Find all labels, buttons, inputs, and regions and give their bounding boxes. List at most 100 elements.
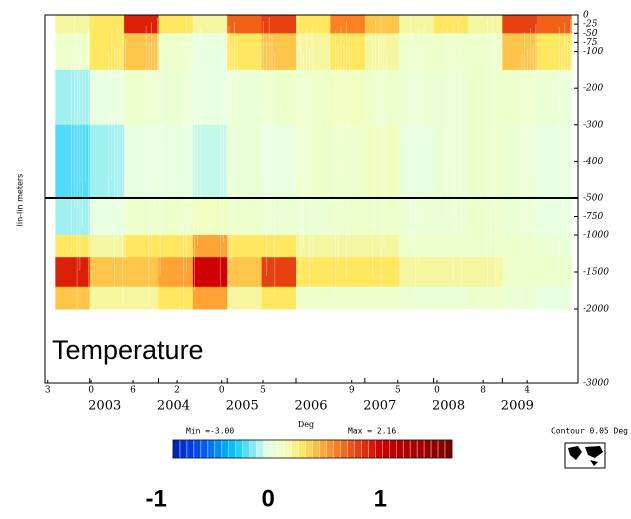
cell: [433, 33, 469, 71]
cell: [158, 235, 194, 258]
cell: [55, 15, 91, 34]
x-tick-label: 2004: [157, 399, 190, 414]
cell: [158, 15, 194, 34]
cell: [364, 124, 400, 199]
cell: [330, 69, 366, 126]
cell: [89, 198, 125, 236]
cell: [227, 257, 263, 288]
cell: [261, 69, 297, 126]
cell: [467, 33, 503, 71]
y-tick-label: -1500: [583, 268, 609, 278]
cell: [433, 198, 469, 236]
annotation-box: [45, 318, 265, 382]
cell: [192, 15, 228, 34]
x-minor-label: 0: [434, 386, 440, 396]
cell: [55, 33, 91, 71]
cell: [192, 235, 228, 258]
cell: [330, 257, 366, 288]
cell: [261, 15, 297, 34]
cell: [330, 33, 366, 71]
y-tick-label: -3000: [583, 379, 609, 389]
cell: [364, 257, 400, 288]
cell: [296, 124, 331, 199]
colorbar-swatch: [430, 439, 439, 459]
colorbar-swatch: [340, 439, 348, 459]
y-tick-label: 0: [583, 11, 589, 21]
y-tick-label: -500: [583, 194, 603, 204]
cell: [158, 198, 194, 236]
colorbar-swatch: [409, 439, 418, 459]
cell: [124, 124, 159, 199]
cell: [124, 33, 159, 71]
cell: [433, 286, 469, 310]
cell: [227, 198, 263, 236]
cell: [227, 15, 263, 34]
cell: [158, 69, 194, 126]
cell: [536, 235, 572, 258]
cell: [227, 124, 263, 199]
cell: [536, 286, 572, 310]
cell: [296, 235, 331, 258]
colorbar-swatch: [256, 439, 264, 459]
cell: [467, 15, 503, 34]
cell: [261, 124, 297, 199]
colorbar-swatch: [263, 439, 271, 459]
cell: [158, 257, 194, 288]
colorbar-swatch: [284, 439, 292, 459]
cell: [467, 124, 503, 199]
cell: [433, 235, 469, 258]
colorbar-swatch: [214, 439, 223, 459]
cell: [296, 286, 331, 310]
x-tick-label: 2008: [432, 399, 465, 414]
cell: [89, 69, 125, 126]
cell: [89, 235, 125, 258]
colorbar-max: Max = 2.16: [348, 427, 396, 436]
cell: [502, 198, 538, 236]
colorbar-swatch: [179, 439, 188, 459]
cell: [502, 69, 538, 126]
colorbar-swatch: [277, 439, 285, 459]
cell: [364, 15, 400, 34]
cell: [536, 33, 572, 71]
colorbar-swatch: [319, 439, 327, 459]
cell: [536, 198, 572, 236]
colorbar-swatch: [375, 439, 383, 459]
cell: [124, 286, 159, 310]
colorbar-swatch: [333, 439, 341, 459]
cell: [296, 257, 331, 288]
annotation: Temperature: [52, 335, 204, 365]
cell: [158, 286, 194, 310]
cell: [124, 235, 159, 258]
colorbar-swatch: [416, 439, 425, 459]
cell: [502, 257, 538, 288]
y-tick-label: -1000: [583, 231, 609, 241]
cell: [364, 198, 400, 236]
colorbar-swatch: [242, 439, 250, 459]
y-tick-label: -200: [583, 84, 603, 94]
x-minor-label: 0: [219, 386, 225, 396]
cell: [192, 286, 228, 310]
colorbar-swatch: [326, 439, 334, 459]
x-minor-label: 6: [130, 386, 136, 396]
colorbar-swatch: [382, 439, 390, 459]
cell: [89, 33, 125, 71]
colorbar-swatch: [200, 439, 209, 459]
cell: [502, 15, 538, 34]
cell: [296, 198, 331, 236]
y-tick-label: -100: [583, 47, 603, 57]
colorbar-swatch: [402, 439, 411, 459]
cell: [330, 235, 366, 258]
cell: [467, 198, 503, 236]
cell: [399, 286, 435, 310]
colorbar-swatch: [193, 439, 202, 459]
x-tick-label: 2009: [501, 399, 534, 414]
cell: [55, 198, 91, 236]
colorbar-frame: [172, 439, 453, 459]
y-tick-label: -400: [583, 157, 603, 167]
cell: [467, 69, 503, 126]
colorbar-swatch: [389, 439, 397, 459]
cell: [296, 15, 331, 34]
cell: [433, 257, 469, 288]
colorbar-swatch: [368, 439, 376, 459]
cell: [399, 124, 435, 199]
